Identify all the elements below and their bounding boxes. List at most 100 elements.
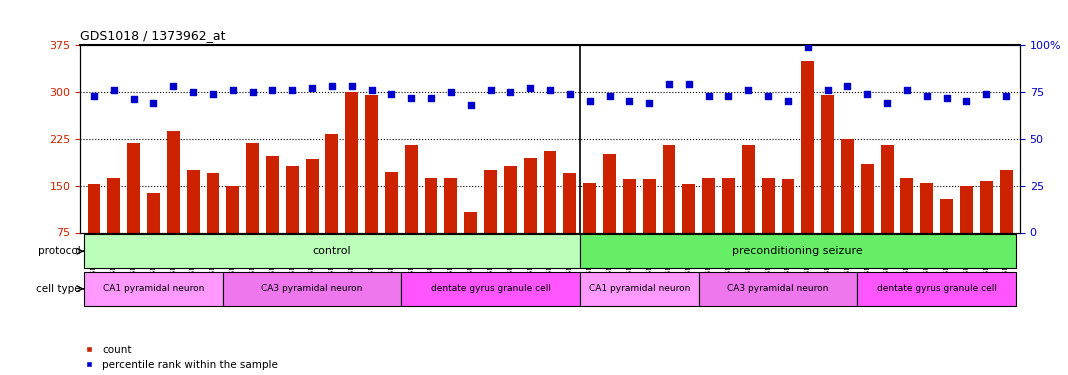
Bar: [108, 178, 121, 279]
Bar: [858, 272, 1016, 306]
Bar: [662, 145, 675, 279]
Bar: [206, 173, 219, 279]
Bar: [465, 212, 477, 279]
Point: [363, 87, 380, 93]
Text: cell type: cell type: [36, 284, 80, 294]
Bar: [187, 170, 200, 279]
Bar: [384, 172, 398, 279]
Bar: [425, 177, 438, 279]
Point: [185, 89, 202, 95]
Bar: [444, 178, 457, 279]
Text: dentate gyrus granule cell: dentate gyrus granule cell: [877, 284, 996, 293]
Point: [85, 93, 103, 99]
Text: CA1 pyramidal neuron: CA1 pyramidal neuron: [588, 284, 690, 293]
Point: [660, 81, 677, 87]
Bar: [88, 184, 100, 279]
Bar: [881, 145, 894, 279]
Bar: [960, 186, 973, 279]
Text: CA3 pyramidal neuron: CA3 pyramidal neuron: [727, 284, 829, 293]
Bar: [742, 145, 755, 279]
Point: [442, 89, 459, 95]
Point: [680, 81, 697, 87]
Bar: [921, 183, 933, 279]
Legend: count, percentile rank within the sample: count, percentile rank within the sample: [85, 345, 278, 370]
Bar: [504, 166, 517, 279]
Bar: [84, 272, 223, 306]
Point: [245, 89, 262, 95]
Bar: [405, 145, 418, 279]
Point: [740, 87, 757, 93]
Bar: [821, 95, 834, 279]
Bar: [167, 131, 179, 279]
Point: [145, 100, 162, 106]
Point: [106, 87, 123, 93]
Point: [859, 91, 876, 97]
Point: [482, 87, 499, 93]
Text: preconditioning seizure: preconditioning seizure: [733, 246, 863, 256]
Point: [958, 98, 975, 104]
Bar: [583, 183, 596, 279]
Bar: [84, 234, 580, 268]
Point: [264, 87, 281, 93]
Bar: [698, 272, 858, 306]
Point: [343, 83, 360, 89]
Bar: [682, 184, 695, 279]
Text: GDS1018 / 1373962_at: GDS1018 / 1373962_at: [80, 30, 225, 42]
Point: [879, 100, 896, 106]
Bar: [702, 178, 716, 279]
Point: [462, 102, 480, 108]
Bar: [246, 143, 260, 279]
Bar: [722, 177, 735, 279]
Bar: [979, 181, 992, 279]
Text: dentate gyrus granule cell: dentate gyrus granule cell: [430, 284, 550, 293]
Point: [819, 87, 836, 93]
Bar: [580, 272, 698, 306]
Text: CA3 pyramidal neuron: CA3 pyramidal neuron: [262, 284, 363, 293]
Text: protocol: protocol: [37, 246, 80, 256]
Point: [164, 83, 182, 89]
Point: [125, 96, 142, 102]
Bar: [345, 92, 358, 279]
Bar: [761, 178, 774, 279]
Bar: [305, 159, 318, 279]
Bar: [1000, 170, 1012, 279]
Bar: [940, 200, 953, 279]
Bar: [643, 179, 656, 279]
Point: [938, 94, 955, 100]
Text: control: control: [313, 246, 351, 256]
Bar: [564, 173, 577, 279]
Point: [641, 100, 658, 106]
Point: [204, 91, 221, 97]
Bar: [623, 179, 635, 279]
Bar: [365, 95, 378, 279]
Bar: [841, 139, 854, 279]
Point: [759, 93, 776, 99]
Bar: [326, 134, 339, 279]
Bar: [484, 170, 497, 279]
Point: [224, 87, 241, 93]
Point: [502, 89, 519, 95]
Bar: [402, 272, 580, 306]
Bar: [127, 143, 140, 279]
Bar: [147, 193, 160, 279]
Point: [303, 85, 320, 91]
Bar: [544, 151, 556, 279]
Point: [284, 87, 301, 93]
Point: [562, 91, 579, 97]
Point: [780, 98, 797, 104]
Point: [601, 93, 618, 99]
Point: [799, 44, 816, 50]
Point: [977, 91, 994, 97]
Bar: [801, 61, 814, 279]
Point: [898, 87, 915, 93]
Point: [918, 93, 936, 99]
Point: [998, 93, 1015, 99]
Point: [701, 93, 718, 99]
Point: [382, 91, 399, 97]
Bar: [782, 179, 795, 279]
Bar: [523, 158, 536, 279]
Bar: [861, 164, 874, 279]
Bar: [286, 166, 299, 279]
Point: [720, 93, 737, 99]
Text: CA1 pyramidal neuron: CA1 pyramidal neuron: [103, 284, 204, 293]
